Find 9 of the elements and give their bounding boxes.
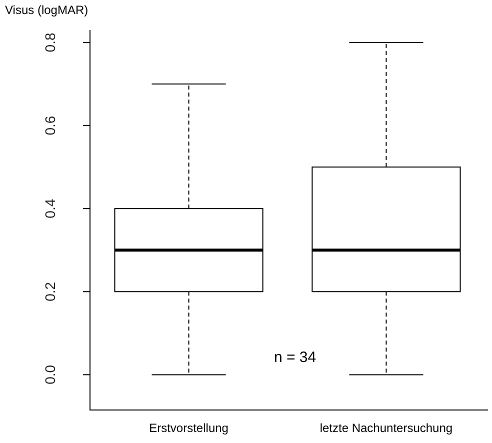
x-tick-label: Erstvorstellung (149, 421, 228, 435)
annotation: n = 34 (274, 349, 316, 366)
y-tick-label: 0.4 (42, 198, 58, 218)
x-tick-label: letzte Nachuntersuchung (320, 421, 453, 435)
y-axis-title: Visus (logMAR) (5, 3, 88, 17)
y-tick-label: 0.8 (42, 32, 58, 52)
y-tick-label: 0.2 (42, 282, 58, 302)
y-tick-label: 0.0 (42, 364, 58, 384)
y-tick-label: 0.6 (42, 116, 58, 136)
